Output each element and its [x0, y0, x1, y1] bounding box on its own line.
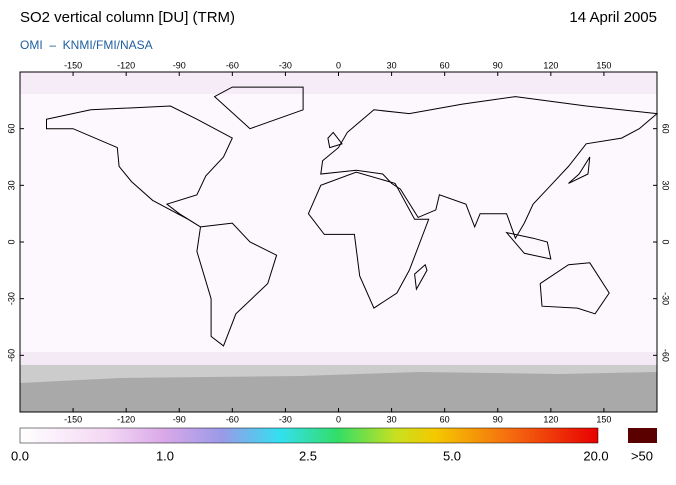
coastline — [213, 86, 304, 130]
lon-tick-label-bottom: 150 — [596, 414, 611, 424]
lon-tick-label-top: -60 — [226, 60, 239, 70]
lat-tick-label-left: -60 — [6, 349, 16, 362]
lon-tick-label-bottom: -150 — [64, 414, 82, 424]
lon-tick-label-top: 90 — [493, 60, 503, 70]
lon-tick-label-bottom: 90 — [493, 414, 503, 424]
lon-tick-label-bottom: 120 — [543, 414, 558, 424]
lat-tick-label-left: 0 — [6, 239, 16, 244]
colorbar-overflow — [628, 428, 657, 443]
colorbar-label: 0.0 — [11, 448, 29, 463]
coastline — [539, 262, 610, 315]
coastline — [320, 96, 659, 240]
lon-tick-label-bottom: -120 — [117, 414, 135, 424]
lat-tick-label-left: 60 — [6, 124, 16, 134]
lat-tick-label-right: -30 — [661, 292, 671, 305]
lon-tick-label-bottom: -60 — [226, 414, 239, 424]
colorbar-label: 1.0 — [156, 448, 174, 463]
lat-tick-label-right: 0 — [661, 239, 671, 244]
lon-tick-label-top: 30 — [387, 60, 397, 70]
colorbar-label: 20.0 — [583, 448, 608, 463]
coastline — [568, 156, 591, 184]
lon-tick-label-top: -30 — [279, 60, 292, 70]
lat-tick-label-right: -60 — [661, 349, 671, 362]
lon-tick-label-bottom: 30 — [387, 414, 397, 424]
lat-tick-label-left: 30 — [6, 180, 16, 190]
lon-tick-label-top: 60 — [440, 60, 450, 70]
lat-tick-label-right: 30 — [661, 180, 671, 190]
antarctica — [20, 372, 657, 412]
coastline — [307, 171, 430, 309]
coastline — [327, 131, 343, 149]
arctic-noise — [20, 72, 657, 94]
lon-tick-label-bottom: -90 — [173, 414, 186, 424]
lat-tick-label-left: -30 — [6, 292, 16, 305]
coastline — [505, 231, 552, 260]
lon-tick-label-top: -150 — [64, 60, 82, 70]
credit: OMI – KNMI/FMI/NASA — [20, 38, 153, 52]
colorbar-label: 5.0 — [443, 448, 461, 463]
lon-tick-label-top: -90 — [173, 60, 186, 70]
coastline — [414, 263, 428, 291]
coastline — [46, 105, 233, 228]
colorbar — [19, 427, 599, 444]
lon-tick-label-bottom: 60 — [440, 414, 450, 424]
lon-tick-label-bottom: -30 — [279, 414, 292, 424]
map — [19, 71, 659, 413]
lon-tick-label-bottom: 0 — [336, 414, 341, 424]
coastlines — [46, 86, 659, 347]
title: SO2 vertical column [DU] (TRM) — [20, 9, 235, 26]
date: 14 April 2005 — [569, 9, 657, 26]
lon-tick-label-top: 0 — [336, 60, 341, 70]
lat-tick-label-right: 60 — [661, 124, 671, 134]
coastline — [196, 222, 278, 347]
colorbar-overflow-label: >50 — [631, 448, 653, 463]
lon-tick-label-top: 120 — [543, 60, 558, 70]
lon-tick-label-top: -120 — [117, 60, 135, 70]
colorbar-label: 2.5 — [299, 448, 317, 463]
lon-tick-label-top: 150 — [596, 60, 611, 70]
